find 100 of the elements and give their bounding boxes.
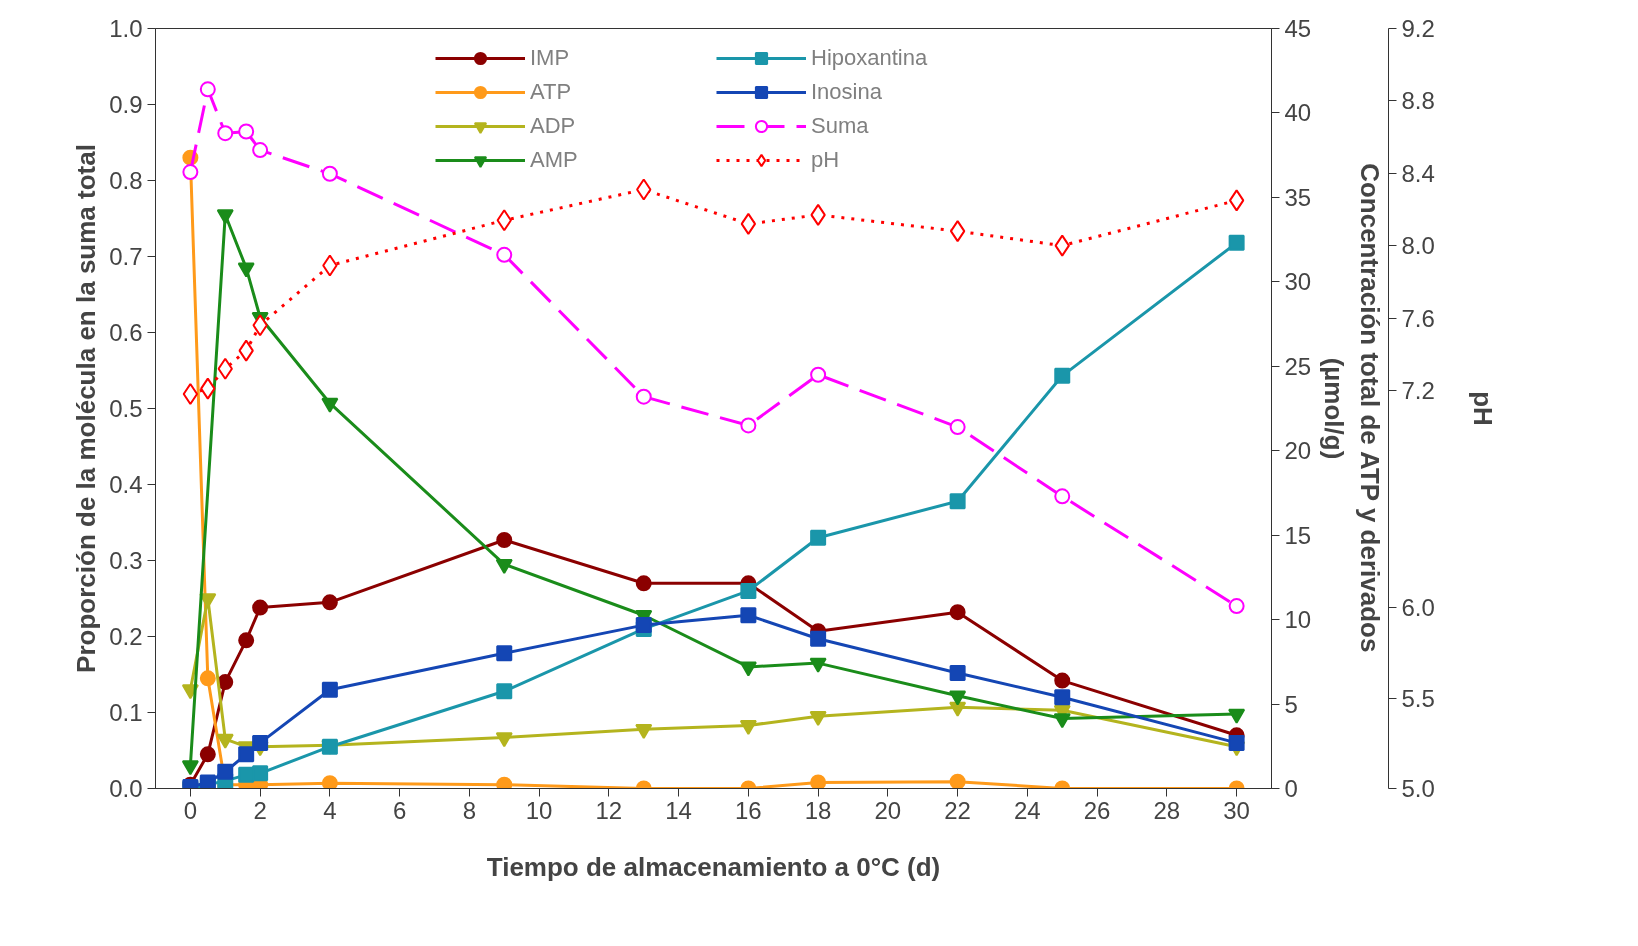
y3-tick-label: 8.4 <box>1401 159 1435 187</box>
point <box>1228 598 1245 615</box>
y-tick-label: 0.8 <box>109 167 143 194</box>
legend-label: Inosina <box>811 79 883 105</box>
point <box>810 774 827 789</box>
point <box>949 664 966 681</box>
point <box>321 681 338 698</box>
y3-tick-label: 9.2 <box>1401 15 1435 42</box>
point <box>321 594 338 611</box>
x-tick-label: 2 <box>253 796 267 824</box>
point <box>1054 488 1071 505</box>
point <box>809 657 827 673</box>
x-tick-label: 16 <box>735 796 762 824</box>
y-tick-label: 0.6 <box>109 319 143 346</box>
point <box>496 776 513 789</box>
point <box>496 683 513 700</box>
y-tick-label: 0.4 <box>109 471 143 498</box>
point <box>495 558 513 574</box>
x-tick-label: 18 <box>804 796 832 824</box>
legend-label: IMP <box>530 45 571 71</box>
y-axis-title: Proporción de la molécula en la suma total <box>71 144 102 673</box>
y2-tick-label: 40 <box>1284 99 1312 127</box>
point <box>252 734 269 751</box>
point <box>635 388 652 405</box>
point <box>217 763 234 780</box>
point <box>810 529 827 546</box>
point <box>182 164 199 181</box>
point <box>740 582 757 599</box>
y-tick-label: 0.0 <box>109 775 143 802</box>
y2-tick-label: 5 <box>1284 690 1298 718</box>
point <box>949 701 967 717</box>
point <box>1054 367 1071 384</box>
point <box>199 746 216 763</box>
y2-tick-label: 35 <box>1284 183 1312 211</box>
y2-tick-label: 45 <box>1284 15 1312 42</box>
point <box>252 599 269 616</box>
legend-label: AMP <box>530 147 579 173</box>
point <box>1054 689 1071 706</box>
point <box>1228 734 1245 751</box>
x-tick-label: 22 <box>944 796 971 824</box>
y-tick-label: 1.0 <box>109 15 143 42</box>
legend-label: ADP <box>530 113 577 139</box>
x-axis-title: Tiempo de almacenamiento a 0°C (d) <box>486 851 941 882</box>
point <box>321 775 338 789</box>
legend-label: ATP <box>530 79 573 105</box>
y3-tick-label: 7.6 <box>1401 304 1435 332</box>
point <box>199 81 216 98</box>
point <box>237 262 255 278</box>
y3-tick-label: 8.8 <box>1401 87 1435 115</box>
y3-tick-label: 6.0 <box>1401 594 1435 622</box>
point <box>217 125 234 142</box>
y2-tick-label: 20 <box>1284 437 1312 465</box>
y3-axis-title: pH <box>1467 391 1498 426</box>
x-tick-label: 4 <box>323 796 337 824</box>
point <box>496 246 513 263</box>
y3-tick-label: 8.0 <box>1401 232 1435 260</box>
point <box>496 531 513 548</box>
y2-tick-label: 15 <box>1284 521 1312 549</box>
point <box>321 165 338 182</box>
y3-tick-label: 7.2 <box>1401 376 1435 404</box>
point <box>238 746 255 763</box>
y-tick-label: 0.3 <box>109 547 143 574</box>
point <box>949 604 966 621</box>
y2-tick-label: 0 <box>1284 775 1298 802</box>
x-tick-label: 28 <box>1153 796 1181 824</box>
point <box>949 220 966 243</box>
point <box>810 366 827 383</box>
y2-axis-title: Concentración total de ATP y derivados (µmol/g) <box>1319 163 1386 653</box>
y2-tick-label: 30 <box>1284 268 1312 296</box>
point <box>252 765 269 782</box>
point <box>182 383 199 406</box>
point <box>238 766 255 783</box>
point <box>238 123 255 140</box>
y-tick-label: 0.1 <box>109 699 143 726</box>
point <box>496 645 513 662</box>
y3-tick-label: 5.5 <box>1401 684 1435 712</box>
point <box>1054 672 1071 689</box>
point <box>949 773 966 789</box>
legend-label: Suma <box>811 113 870 139</box>
point <box>740 212 757 235</box>
y-tick-label: 0.9 <box>109 91 143 118</box>
x-tick-label: 6 <box>392 796 407 824</box>
legend-label: Hipoxantina <box>811 45 929 71</box>
point <box>635 575 652 592</box>
legend-label: pH <box>811 147 841 173</box>
x-tick-label: 26 <box>1083 796 1111 824</box>
point <box>739 661 757 677</box>
point <box>238 632 255 649</box>
point <box>809 710 827 726</box>
point <box>810 630 827 647</box>
y-tick-label: 0.2 <box>109 623 143 650</box>
point <box>949 419 966 436</box>
y-tick-label: 0.5 <box>109 395 143 422</box>
y-tick-label: 0.7 <box>109 243 143 270</box>
x-tick-label: 0 <box>183 796 198 824</box>
point <box>635 723 653 739</box>
y3-tick-label: 5.0 <box>1401 775 1435 802</box>
point <box>949 493 966 510</box>
x-tick-label: 8 <box>462 796 477 824</box>
point <box>321 397 339 413</box>
